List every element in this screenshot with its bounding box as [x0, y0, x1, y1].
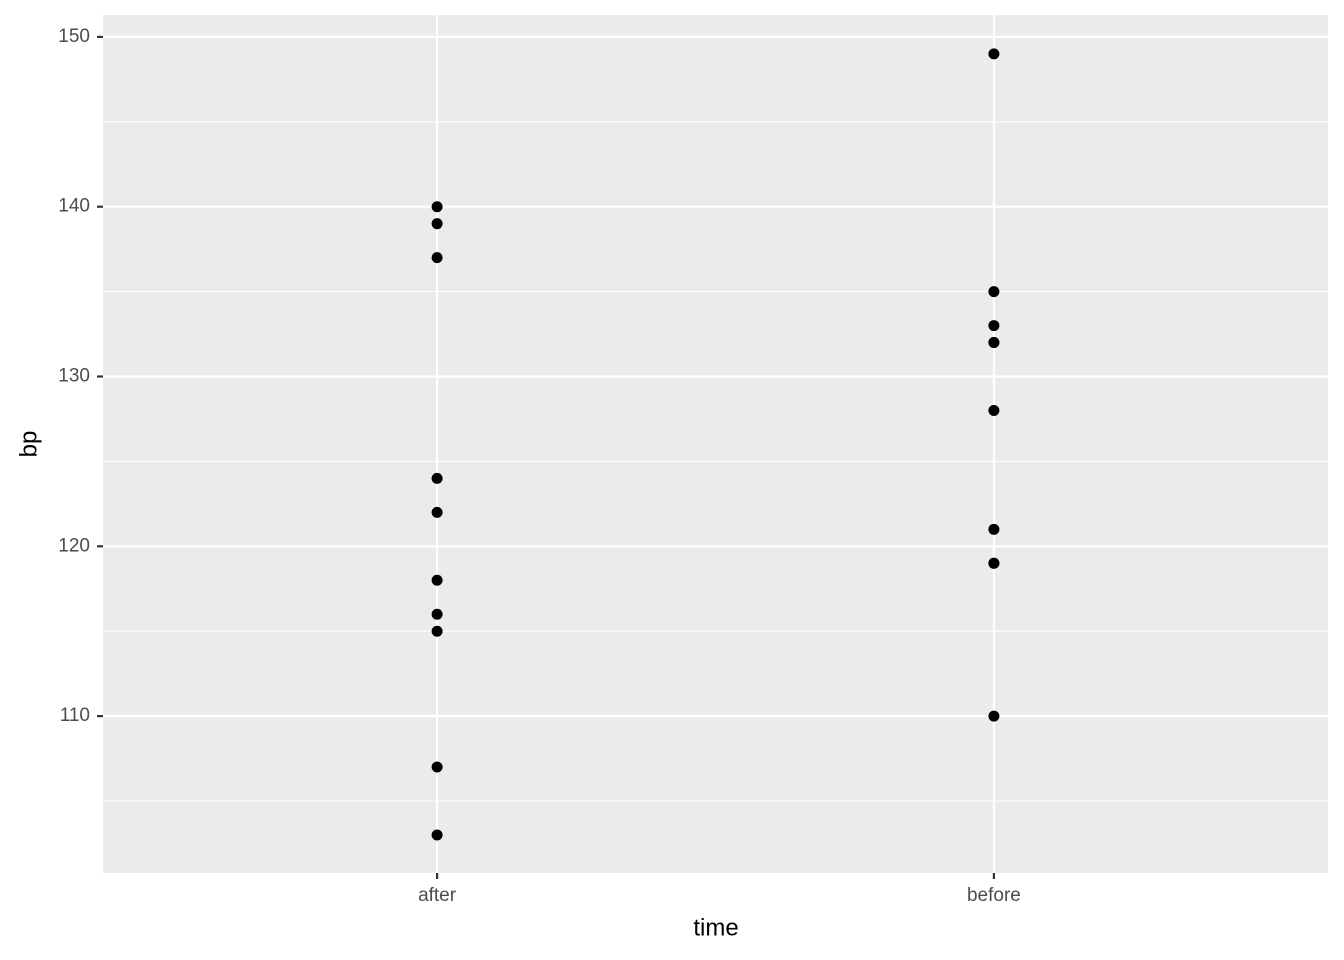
y-tick-label: 110 — [60, 705, 90, 726]
point — [431, 472, 443, 484]
point — [431, 761, 443, 773]
y-axis-title: bp — [15, 431, 42, 458]
point — [431, 608, 443, 620]
point — [988, 523, 1000, 535]
y-tick-label: 120 — [58, 535, 90, 556]
point — [988, 320, 1000, 332]
point — [988, 404, 1000, 416]
point — [988, 337, 1000, 349]
point — [431, 506, 443, 518]
x-axis-title: time — [693, 914, 738, 941]
y-tick-label: 140 — [58, 196, 90, 217]
y-tick-label: 130 — [58, 366, 90, 387]
point — [431, 829, 443, 841]
point — [988, 710, 1000, 722]
point — [431, 574, 443, 586]
point — [988, 286, 1000, 298]
x-tick-label: after — [418, 885, 457, 906]
point — [988, 557, 1000, 569]
point — [431, 252, 443, 264]
point — [431, 218, 443, 230]
x-tick-label: before — [967, 885, 1021, 906]
panel — [103, 15, 1328, 873]
point — [988, 48, 1000, 60]
point — [431, 201, 443, 213]
y-tick-label: 150 — [58, 26, 90, 47]
point — [431, 625, 443, 637]
